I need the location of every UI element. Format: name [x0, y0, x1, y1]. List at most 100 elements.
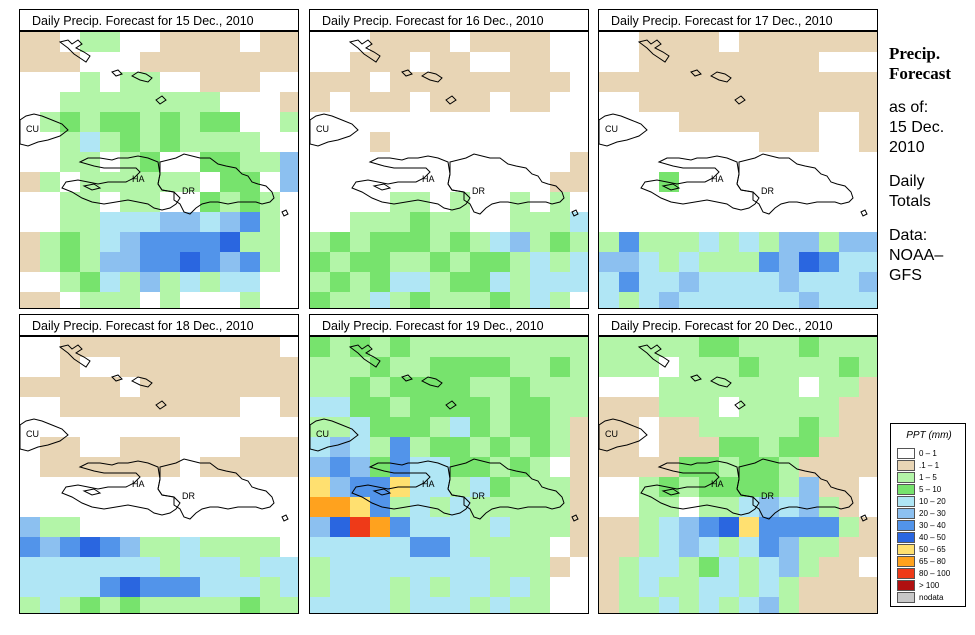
precip-cell	[140, 72, 160, 92]
precip-cell	[430, 292, 450, 308]
precip-cell	[739, 72, 759, 92]
legend-swatch	[897, 592, 915, 603]
precip-cell	[530, 397, 550, 417]
precip-cell	[470, 397, 490, 417]
precip-cell	[60, 52, 80, 72]
precip-cell	[280, 557, 298, 577]
precip-cell	[160, 557, 180, 577]
precip-cell	[350, 232, 370, 252]
precip-cell	[739, 357, 759, 377]
precip-cell	[330, 232, 350, 252]
precip-cell	[120, 112, 140, 132]
label-cuba: CU	[605, 124, 618, 134]
precip-cell	[180, 357, 200, 377]
precip-cell	[370, 252, 390, 272]
info-source-2: GFS	[889, 267, 922, 284]
precip-cell	[679, 357, 699, 377]
precip-cell	[100, 337, 120, 357]
precip-cell	[180, 577, 200, 597]
label-dr: DR	[472, 491, 485, 501]
precip-cell	[330, 437, 350, 457]
precip-cell	[330, 272, 350, 292]
precip-cell	[719, 417, 739, 437]
precip-cell	[100, 457, 120, 477]
precip-cell	[200, 112, 220, 132]
precip-cell	[550, 337, 570, 357]
precip-cell	[859, 377, 877, 397]
legend-item: 1 – 5	[897, 472, 963, 484]
precip-cell	[140, 52, 160, 72]
precip-cell	[390, 212, 410, 232]
precip-cell	[310, 357, 330, 377]
precip-cell	[739, 477, 759, 497]
precip-cell	[510, 337, 530, 357]
precip-cell	[759, 397, 779, 417]
precip-cell	[839, 457, 859, 477]
precip-cell	[430, 72, 450, 92]
precip-cell	[679, 437, 699, 457]
precip-cell	[160, 112, 180, 132]
precip-cell	[100, 272, 120, 292]
precip-cell	[240, 437, 260, 457]
precip-cell	[410, 357, 430, 377]
precip-cell	[819, 577, 839, 597]
precip-cell	[40, 32, 60, 52]
precip-cell	[240, 537, 260, 557]
precip-cell	[639, 272, 659, 292]
precip-cell	[390, 232, 410, 252]
panel-title: Daily Precip. Forecast for 17 Dec., 2010	[598, 9, 878, 31]
precip-cell	[839, 92, 859, 112]
precip-cell	[260, 252, 280, 272]
precip-cell	[240, 577, 260, 597]
precip-cell	[80, 72, 100, 92]
precip-cell	[570, 377, 588, 397]
precip-cell	[470, 577, 490, 597]
precip-cell	[350, 597, 370, 613]
precip-cell	[739, 272, 759, 292]
precip-cell	[120, 92, 140, 112]
precip-cell	[40, 172, 60, 192]
precip-cell	[80, 537, 100, 557]
legend-item: 20 – 30	[897, 508, 963, 520]
precip-cell	[330, 497, 350, 517]
label-dr: DR	[761, 186, 774, 196]
precip-cell	[779, 437, 799, 457]
precip-cell	[430, 477, 450, 497]
legend-label: nodata	[919, 593, 944, 602]
precip-cell	[699, 557, 719, 577]
legend-item: 50 – 65	[897, 544, 963, 556]
label-haiti: HA	[132, 174, 145, 184]
precip-cell	[659, 292, 679, 308]
precip-cell	[120, 292, 140, 308]
precip-cell	[330, 72, 350, 92]
precip-cell	[550, 397, 570, 417]
precip-cell	[140, 357, 160, 377]
precip-cell	[100, 132, 120, 152]
precip-cell	[60, 272, 80, 292]
precip-cell	[779, 597, 799, 613]
precip-cell	[330, 577, 350, 597]
precip-cell	[490, 397, 510, 417]
label-haiti: HA	[422, 479, 435, 489]
label-haiti: HA	[711, 479, 724, 489]
precip-cell	[200, 32, 220, 52]
precip-cell	[450, 397, 470, 417]
island-outlines	[20, 39, 289, 217]
precip-cell	[759, 132, 779, 152]
precip-cell	[310, 232, 330, 252]
legend-swatch	[897, 520, 915, 531]
legend-swatch	[897, 532, 915, 543]
legend-swatch	[897, 508, 915, 519]
precip-cell	[240, 252, 260, 272]
precip-cell	[280, 92, 298, 112]
precip-cell	[659, 397, 679, 417]
precip-cell	[859, 132, 877, 152]
precip-cell	[240, 212, 260, 232]
precip-cell	[80, 32, 100, 52]
precip-cell	[40, 377, 60, 397]
precip-cell	[80, 132, 100, 152]
precip-cell	[659, 597, 679, 613]
precip-cell	[80, 92, 100, 112]
precip-cell	[350, 397, 370, 417]
precip-cell	[619, 577, 639, 597]
